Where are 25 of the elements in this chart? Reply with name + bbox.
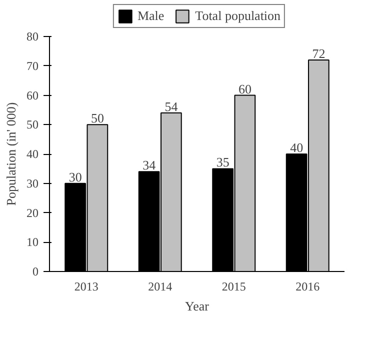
- data-label: 50: [90, 110, 104, 126]
- y-tick-label: 50: [26, 118, 38, 132]
- y-tick-label: 80: [26, 30, 38, 44]
- y-tick-label: 0: [32, 264, 38, 278]
- y-tick-label: 70: [26, 58, 38, 73]
- y-axis-title: Population (in' 000): [4, 102, 18, 206]
- data-label: 34: [142, 158, 156, 173]
- data-label: 54: [164, 98, 178, 114]
- y-tick-label: 60: [26, 88, 38, 102]
- y-tick-label: 20: [26, 206, 38, 220]
- x-tick-label: 2014: [148, 280, 172, 294]
- legend-label: Total population: [195, 8, 281, 24]
- legend-label: Male: [137, 8, 164, 24]
- data-label: 40: [290, 140, 304, 155]
- y-tick-label: 30: [26, 176, 38, 190]
- data-label: 60: [238, 81, 252, 96]
- y-tick-label: 40: [26, 147, 38, 161]
- x-tick-label: 2016: [296, 280, 320, 294]
- x-tick-label: 2015: [222, 280, 246, 294]
- data-label: 72: [312, 46, 326, 61]
- x-tick-label: 2013: [74, 280, 98, 294]
- data-label: 30: [68, 169, 82, 184]
- data-label: 35: [216, 154, 230, 170]
- x-axis-title: Year: [185, 298, 210, 314]
- y-tick-label: 10: [26, 235, 38, 250]
